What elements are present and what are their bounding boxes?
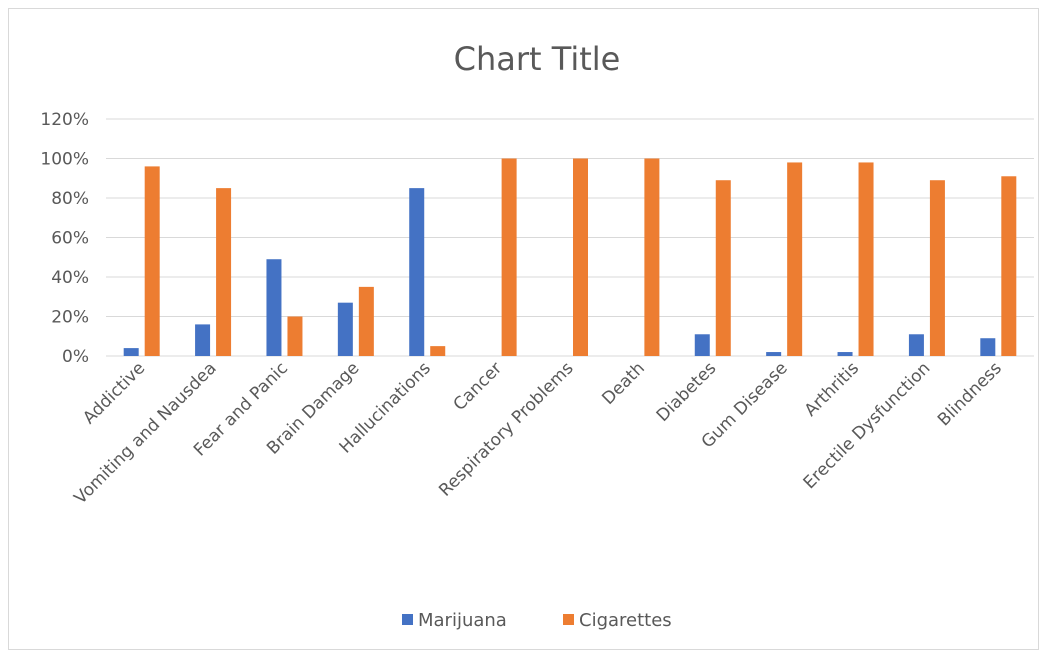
bar-cigarettes [858,162,874,356]
bar-cigarettes [358,286,374,356]
bar-marijuana [195,324,211,356]
y-tick-label: 0% [62,347,89,367]
bar-cigarettes [1001,176,1017,356]
y-tick-label: 20% [51,308,89,328]
bar-cigarettes [787,162,803,356]
y-tick-label: 60% [51,229,89,249]
x-tick-label: Diabetes [653,358,721,426]
legend-label: Marijuana [418,610,507,631]
legend: Marijuana Cigarettes [402,610,672,631]
chart-area: Chart Title 0% 20% 40% 60% 80% 100% 120% Addic… [8,8,1039,650]
bar-marijuana [266,259,282,356]
bar-marijuana [980,338,996,356]
bars [123,158,1017,356]
chart-title: Chart Title [454,40,621,78]
bar-marijuana [837,352,853,356]
x-tick-label: Blindness [934,358,1006,430]
bar-marijuana [409,188,425,356]
bar-cigarettes [287,316,303,356]
bar-marijuana [123,348,139,356]
bar-marijuana [337,302,353,356]
x-tick-label: Vomiting and Nausdea [71,358,221,508]
gridlines [106,118,1034,357]
bar-cigarettes [144,166,160,356]
y-tick-label: 120% [40,110,89,130]
legend-swatch [563,614,574,625]
legend-swatch [402,614,413,625]
y-tick-label: 40% [51,268,89,288]
bar-chart: Chart Title 0% 20% 40% 60% 80% 100% 120% Addic… [40,40,1034,631]
x-tick-label: Addictive [79,358,149,428]
x-tick-label: Death [598,358,649,409]
legend-label: Cigarettes [579,610,672,631]
x-tick-label: Erectile Dysfunction [800,358,935,493]
bar-marijuana [694,334,710,356]
bar-cigarettes [715,180,731,356]
bar-marijuana [908,334,924,356]
y-tick-label: 80% [51,189,89,209]
bar-cigarettes [430,346,446,356]
x-tick-label: Arthritis [801,358,863,420]
bar-marijuana [766,352,782,356]
bar-cigarettes [501,158,517,356]
bar-cigarettes [644,158,660,356]
bar-cigarettes [216,188,232,356]
bar-cigarettes [573,158,588,356]
x-tick-label: Cancer [450,358,506,414]
x-tick-label: Respiratory Problems [435,358,577,500]
y-axis: 0% 20% 40% 60% 80% 100% 120% [40,110,89,367]
bar-cigarettes [929,180,945,356]
y-tick-label: 100% [40,150,89,170]
